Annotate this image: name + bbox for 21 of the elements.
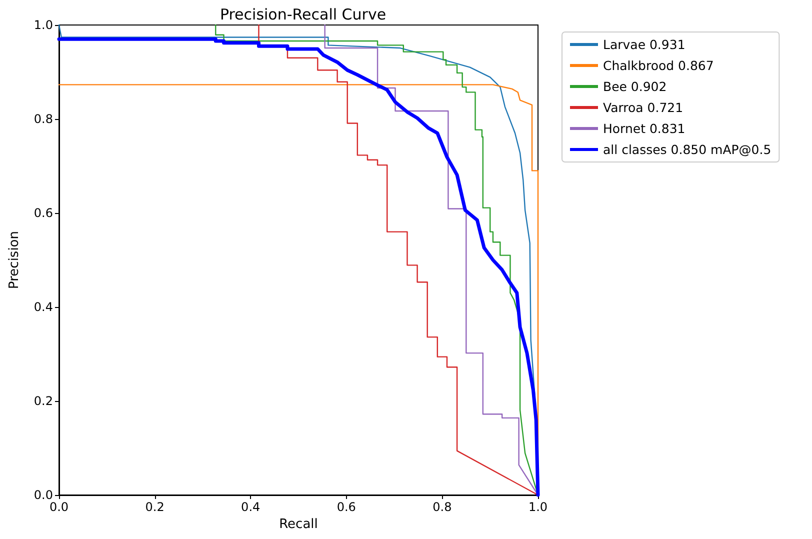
x-tick-label: 0.6 [336, 500, 356, 514]
x-tick-label: 0.0 [49, 500, 69, 514]
y-tick-label: 0.2 [34, 394, 53, 408]
chart-title: Precision-Recall Curve [220, 6, 386, 24]
x-tick-label: 1.0 [528, 500, 548, 514]
legend-label: all classes 0.850 mAP@0.5 [603, 142, 772, 157]
y-tick-label: 0.8 [34, 112, 53, 126]
legend-label: Larvae 0.931 [603, 37, 686, 52]
y-tick-label: 1.0 [34, 18, 53, 32]
x-axis-title: Recall [279, 516, 318, 532]
x-tick-label: 0.2 [145, 500, 164, 514]
y-axis-title: Precision [7, 230, 22, 290]
y-tick-label: 0.6 [34, 206, 53, 220]
x-tick-label: 0.4 [241, 500, 260, 514]
legend-label: Chalkbrood 0.867 [603, 58, 714, 73]
legend-label: Bee 0.902 [603, 79, 667, 94]
y-tick-label: 0.0 [34, 488, 53, 502]
legend-label: Hornet 0.831 [603, 121, 686, 136]
legend-label: Varroa 0.721 [603, 100, 684, 115]
x-tick-label: 0.8 [432, 500, 452, 514]
y-tick-label: 0.4 [34, 300, 53, 314]
